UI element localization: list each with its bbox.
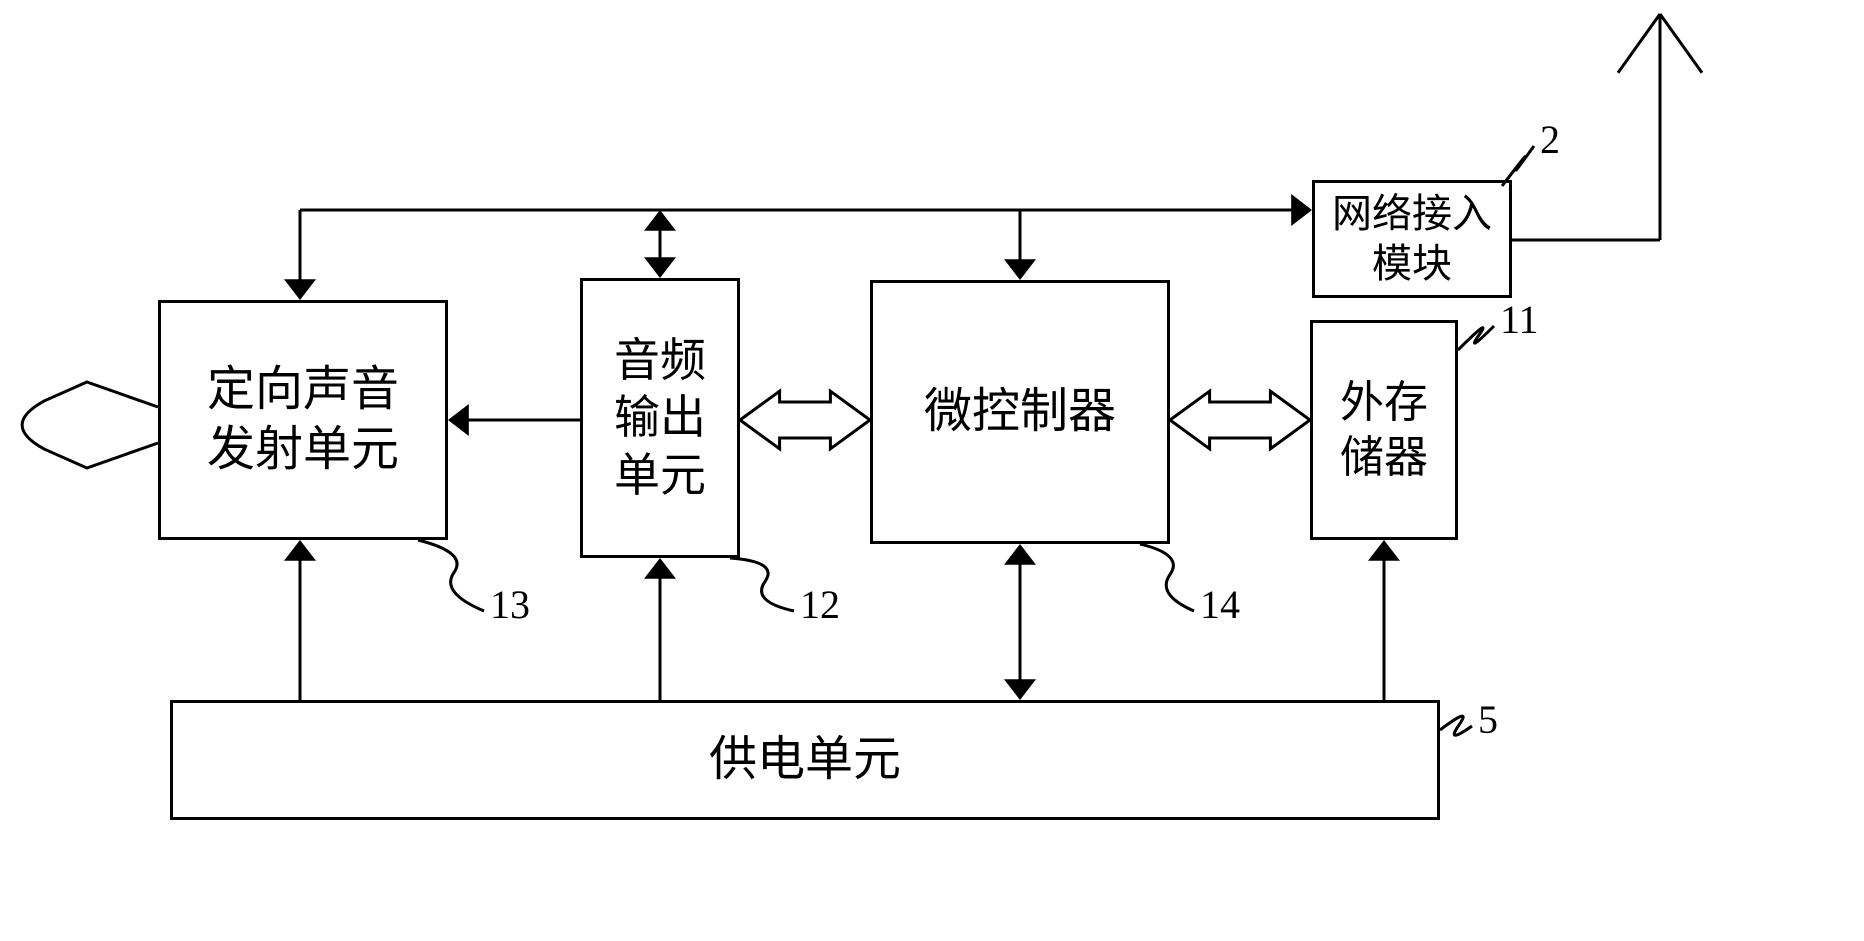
- block-sound_emit: 定向声音 发射单元: [158, 300, 448, 540]
- reference-label: 5: [1478, 696, 1498, 743]
- reference-label: 12: [800, 581, 840, 628]
- reference-label: 14: [1200, 581, 1240, 628]
- reference-label: 11: [1500, 296, 1539, 343]
- reference-label: 2: [1540, 116, 1560, 163]
- reference-label: 13: [490, 581, 530, 628]
- block-mcu: 微控制器: [870, 280, 1170, 544]
- block-network: 网络接入 模块: [1312, 180, 1512, 298]
- block-power: 供电单元: [170, 700, 1440, 820]
- diagram-canvas: 网络接入 模块定向声音 发射单元音频 输出 单元微控制器外存 储器供电单元 2 13…: [0, 0, 1864, 941]
- block-ext_mem: 外存 储器: [1310, 320, 1458, 540]
- block-audio_out: 音频 输出 单元: [580, 278, 740, 558]
